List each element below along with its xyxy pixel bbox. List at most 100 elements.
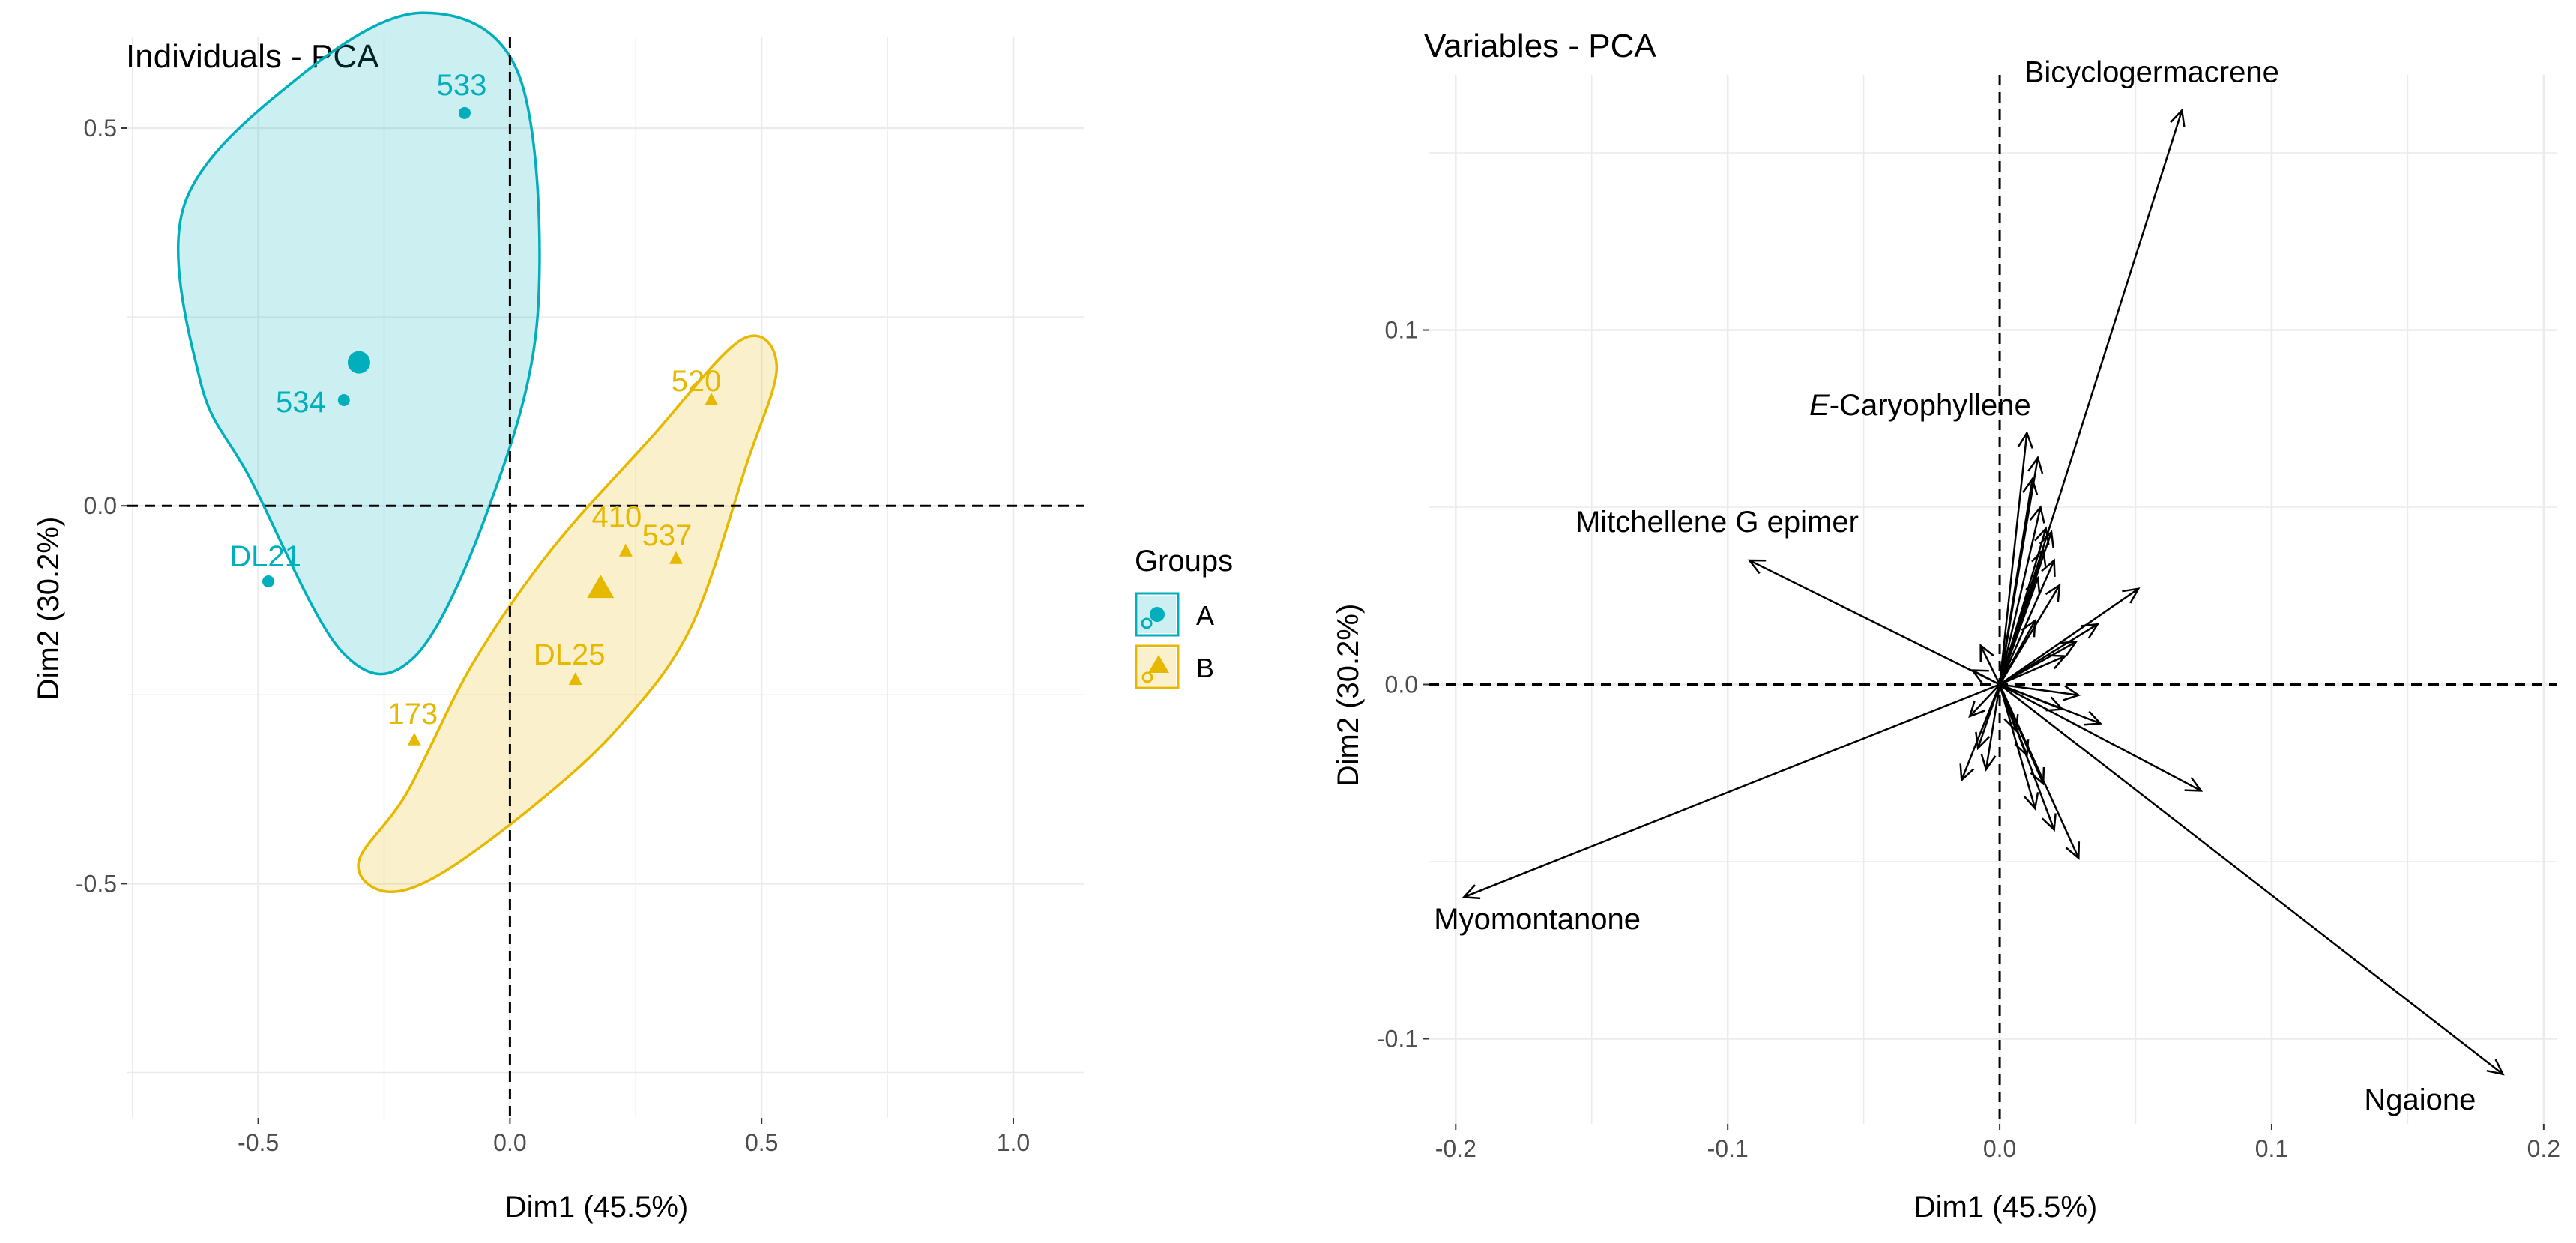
centroid-group-b: [587, 575, 615, 599]
point-group-b: [705, 393, 719, 406]
arrow-e-caryophyllene-head: [2017, 430, 2033, 449]
arrow-variable: [1998, 560, 2055, 686]
arrow-variable: [1998, 478, 2033, 685]
variables-pca-panel: Variables - PCA Bicyclogermacrene E-Caryo…: [1332, 28, 2560, 1224]
point-label: 410: [591, 501, 642, 534]
arrow-variable-head: [2022, 477, 2039, 495]
arrow-variable: [1961, 684, 2001, 781]
arrow-variable-head: [1975, 731, 1991, 751]
point-label: DL21: [229, 540, 301, 573]
arrow-label-text: Ngaione: [2364, 1083, 2476, 1116]
variables-x-tick-label: -0.2: [1435, 1135, 1476, 1162]
arrow-label-text: Mitchellene G epimer: [1575, 506, 1859, 539]
centroid-group-a: [347, 351, 370, 374]
arrow-variable-head: [2045, 583, 2061, 602]
variables-tick-labels: -0.2 -0.1 0.0 0.1 0.2 -0.1 0.0 0.1: [1377, 317, 2560, 1162]
individuals-x-axis-label: Dim1 (45.5%): [505, 1191, 689, 1224]
legend-key-b-circle-small: [1141, 671, 1153, 683]
point-group-a: [337, 394, 350, 407]
arrow-variable: [1979, 644, 2001, 686]
arrow-variable: [1998, 620, 2036, 686]
arrow-variable-head: [2027, 455, 2044, 474]
variables-y-axis-label: Dim2 (30.2%): [1332, 604, 1365, 787]
point-label: 520: [672, 365, 722, 398]
point-label: DL25: [534, 638, 606, 671]
variables-x-tick-label: -0.1: [1707, 1135, 1749, 1162]
arrow-bicyclogermacrene-head: [2170, 108, 2186, 127]
arrow-e-caryophyllene: [1998, 432, 2028, 685]
arrow-ngaione-head: [2486, 1059, 2505, 1076]
variables-x-axis-label: Dim1 (45.5%): [1914, 1191, 2098, 1224]
legend-title: Groups: [1135, 545, 1233, 578]
individuals-y-axis-label: Dim2 (30.2%): [32, 517, 65, 701]
arrow-label: Mitchellene G epimer: [1575, 506, 1859, 539]
arrow-variable-head: [2034, 526, 2050, 545]
point-group-a: [262, 575, 275, 588]
arrow-myomontanone-head: [1462, 884, 1481, 900]
arrow-label-italic-prefix: E: [1809, 389, 1830, 422]
arrow-variable-head: [2031, 548, 2047, 566]
arrow-variable-head: [2029, 505, 2045, 524]
arrow-variable-head: [2122, 587, 2141, 604]
arrow-variable-head: [1959, 763, 1975, 782]
point-group-b: [618, 543, 633, 557]
arrow-variable-head: [1979, 643, 1994, 662]
arrow-variable: [1985, 684, 2001, 770]
point-group-b: [568, 672, 582, 686]
legend-label-a: A: [1196, 600, 1214, 631]
arrow-variable: [1998, 506, 2042, 685]
individuals-y-tick-label: 0.5: [84, 115, 117, 142]
groups-legend: Groups A B: [1135, 545, 1233, 689]
arrow-variable: [1999, 683, 2202, 792]
variables-zero-lines: [1429, 75, 2557, 1124]
individuals-y-tick-label: 0.0: [84, 492, 117, 519]
arrow-variable: [1999, 587, 2139, 686]
variables-y-tick-label: 0.0: [1385, 671, 1418, 698]
point-group-a: [458, 106, 471, 119]
arrow-variable: [1999, 683, 2079, 696]
point-group-b: [669, 551, 684, 564]
arrow-variable-head: [1980, 753, 1997, 772]
arrow-variable-head: [2039, 530, 2054, 549]
arrow-variable-head: [2025, 575, 2041, 595]
arrow-mitchellene-g-epimer: [1749, 559, 2000, 686]
arrow-variable: [1969, 683, 2000, 717]
arrow-ngaione: [1999, 683, 2504, 1075]
arrow-variable-head: [2048, 654, 2067, 670]
individuals-tick-labels: -0.5 0.0 0.5 1.0 -0.5 0.0 0.5: [76, 115, 1030, 1156]
individuals-x-tick-label: 0.5: [745, 1129, 778, 1156]
point-label: 537: [642, 519, 693, 552]
arrow-variable-head: [2084, 710, 2103, 726]
individuals-group-ellipses: [176, 11, 779, 893]
arrow-variable-head: [2003, 713, 2019, 733]
arrow-label-text: -Caryophyllene: [1830, 389, 2031, 422]
arrow-variable: [1998, 683, 2080, 859]
legend-key-b-triangle: [1148, 655, 1169, 673]
individuals-y-tick-label: -0.5: [76, 870, 117, 897]
arrow-variable: [1998, 684, 2018, 731]
arrow-label-text: Myomontanone: [1434, 903, 1641, 936]
variables-grid: [1429, 75, 2557, 1124]
variables-arrows: [1462, 108, 2505, 1076]
variables-x-tick-label: 0.1: [2255, 1135, 2288, 1162]
arrow-variable-head: [2023, 792, 2039, 811]
ellipse-group-b: [357, 334, 779, 893]
arrow-variable-head: [1970, 669, 1989, 684]
point-label: 534: [276, 386, 326, 419]
arrow-variable: [1999, 641, 2077, 686]
individuals-x-tick-label: 1.0: [997, 1129, 1030, 1156]
arrow-label: E-Caryophyllene: [1809, 389, 2031, 422]
arrow-variable-head: [1968, 700, 1986, 719]
variables-arrow-labels: Bicyclogermacrene E-Caryophyllene Mitchell…: [1434, 55, 2476, 1116]
ellipse-group-a: [176, 11, 541, 676]
arrow-variable-head: [2065, 841, 2081, 860]
point-label: 173: [387, 698, 438, 731]
arrow-myomontanone: [1463, 683, 2000, 898]
legend-key-a-circle: [1150, 607, 1165, 622]
point-group-b: [407, 732, 421, 746]
arrow-variable: [1998, 578, 2039, 685]
arrow-variable: [1999, 655, 2066, 686]
variables-x-tick-label: 0.0: [1983, 1135, 2016, 1162]
arrow-variable-head: [2021, 618, 2036, 638]
